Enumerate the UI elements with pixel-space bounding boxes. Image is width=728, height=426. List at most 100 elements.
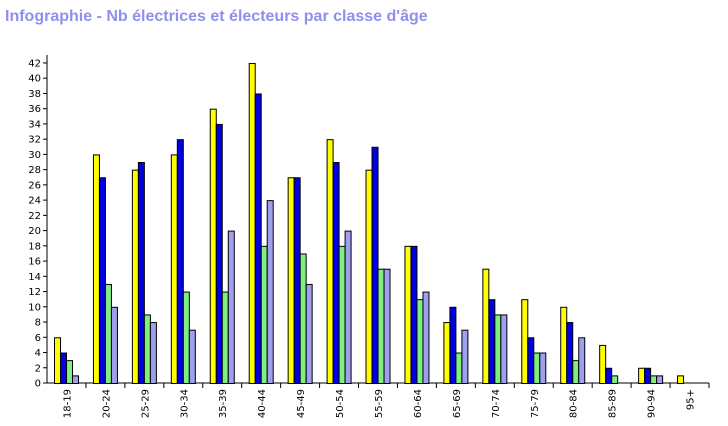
bar-60-64 — [404, 245, 412, 384]
x-tick-label: 18-19 — [62, 389, 73, 418]
x-tick-label: 25-29 — [140, 389, 151, 418]
x-tick-label: 75-79 — [530, 389, 541, 418]
y-tick-label: 22 — [28, 211, 41, 222]
bar-25-29 — [131, 169, 139, 384]
y-tick-label: 2 — [35, 363, 41, 374]
y-tick-label: 26 — [28, 180, 41, 191]
y-tick-label: 8 — [35, 318, 41, 329]
y-tick-label: 38 — [28, 89, 41, 100]
bar-30-34 — [176, 139, 184, 384]
bar-70-74 — [482, 268, 490, 385]
x-tick-label: 55-59 — [374, 389, 385, 418]
y-tick-label: 40 — [28, 74, 41, 85]
bar-35-39 — [209, 108, 217, 385]
bar-85-89 — [611, 375, 619, 385]
bar-20-24 — [92, 154, 100, 384]
bar-35-39 — [221, 291, 229, 384]
bar-85-89 — [605, 367, 613, 385]
x-tick-label: 60-64 — [413, 389, 424, 418]
bar-50-54 — [344, 230, 352, 384]
bar-45-49 — [293, 177, 301, 384]
bar-95+ — [677, 375, 685, 385]
bar-25-29 — [137, 162, 145, 384]
x-tick-label: 50-54 — [335, 389, 346, 418]
bar-85-89 — [599, 344, 607, 384]
bar-18-19 — [60, 352, 67, 384]
x-tick-label: 65-69 — [452, 389, 463, 418]
y-tick-label: 12 — [28, 287, 41, 298]
x-tick-label: 90-94 — [647, 389, 658, 418]
y-tick-label: 24 — [28, 196, 41, 207]
bar-30-34 — [170, 154, 178, 384]
x-tick-label: 95+ — [686, 389, 697, 410]
bar-60-64 — [416, 299, 424, 384]
bar-20-24 — [104, 283, 112, 384]
bar-30-34 — [182, 291, 190, 384]
bar-30-34 — [188, 329, 196, 385]
bar-60-64 — [410, 245, 418, 384]
bar-45-49 — [305, 283, 313, 384]
bar-75-79 — [533, 352, 541, 384]
x-tick-label: 85-89 — [608, 389, 619, 418]
x-tick-label: 20-24 — [101, 389, 112, 418]
x-tick-label: 45-49 — [296, 389, 307, 418]
y-tick-label: 28 — [28, 165, 41, 176]
bar-45-49 — [287, 177, 295, 384]
bar-45-49 — [299, 253, 307, 384]
y-tick-label: 30 — [28, 150, 41, 161]
bar-80-84 — [578, 337, 586, 384]
bar-90-94 — [650, 375, 658, 385]
bar-75-79 — [527, 337, 535, 384]
bar-series — [54, 62, 685, 385]
bar-50-54 — [326, 139, 334, 384]
bar-90-94 — [656, 375, 664, 385]
bar-60-64 — [422, 291, 430, 384]
bar-25-29 — [143, 314, 151, 385]
bar-75-79 — [539, 352, 547, 384]
bar-40-44 — [254, 93, 262, 384]
y-tick-label: 42 — [28, 58, 41, 69]
y-tick-label: 16 — [28, 257, 41, 268]
bar-50-54 — [332, 162, 340, 384]
chart-title: Infographie - Nb électrices et électeurs… — [5, 8, 428, 25]
y-tick-label: 32 — [28, 135, 41, 146]
bar-35-39 — [227, 230, 235, 384]
y-tick-label: 34 — [28, 119, 41, 130]
bar-70-74 — [488, 299, 496, 384]
y-tick-label: 10 — [28, 302, 41, 313]
bar-80-84 — [566, 322, 574, 385]
x-axis-ticks: 18-19 20-24 25-29 30-34 35-39 40-44 45-49 50-54… — [62, 383, 710, 418]
x-tick-label: 35-39 — [218, 389, 229, 418]
x-tick-label: 30-34 — [179, 389, 190, 418]
bar-50-54 — [338, 245, 346, 384]
bar-65-69 — [461, 329, 469, 385]
x-tick-label: 80-84 — [569, 389, 580, 418]
bar-40-44 — [260, 245, 268, 384]
bar-90-94 — [644, 367, 652, 385]
bar-75-79 — [521, 299, 529, 384]
y-tick-label: 18 — [28, 241, 41, 252]
bar-18-19 — [66, 360, 73, 385]
bar-80-84 — [572, 360, 580, 385]
y-tick-label: 4 — [35, 348, 41, 359]
bar-18-19 — [54, 337, 61, 384]
bar-35-39 — [215, 123, 223, 384]
bar-20-24 — [98, 177, 106, 384]
y-tick-label: 6 — [35, 333, 41, 344]
bar-65-69 — [443, 322, 451, 385]
bar-20-24 — [110, 306, 118, 384]
bar-55-59 — [371, 146, 379, 384]
bar-55-59 — [377, 268, 385, 385]
bar-65-69 — [455, 352, 463, 384]
bar-55-59 — [365, 169, 373, 384]
y-tick-label: 0 — [35, 379, 41, 390]
bar-40-44 — [266, 200, 274, 384]
bar-90-94 — [638, 367, 646, 385]
bar-55-59 — [383, 268, 391, 385]
y-tick-label: 14 — [28, 272, 41, 283]
x-tick-label: 40-44 — [257, 389, 268, 418]
y-tick-label: 20 — [28, 226, 41, 237]
bar-70-74 — [494, 314, 502, 385]
